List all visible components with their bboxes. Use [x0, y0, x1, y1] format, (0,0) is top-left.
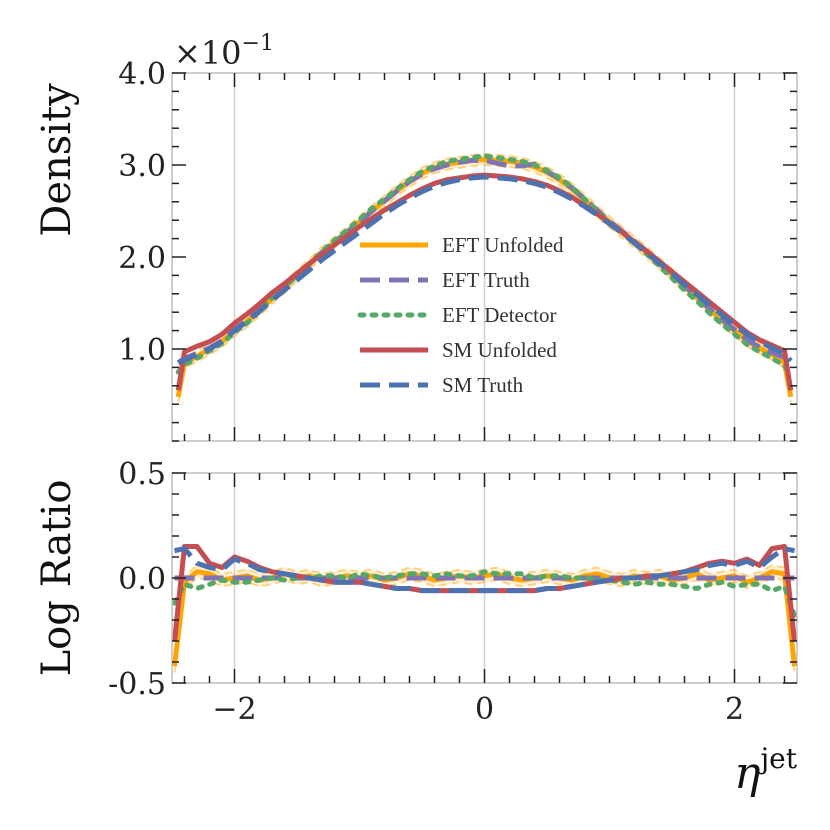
- x-axis-label-superscript: jet: [757, 742, 797, 775]
- legend: EFT Unfolded EFT Truth EFT Detector SM Unfo…: [357, 233, 564, 397]
- density-ytick-label: 4.0: [118, 57, 166, 92]
- x-tick-label: −2: [212, 692, 256, 727]
- log-ratio-band-lower: [173, 576, 796, 673]
- density-panel: 1.02.03.04.0 Density ×10−1 EFT UnfoldedE…: [34, 31, 798, 442]
- density-scale-label: ×10−1: [174, 31, 274, 72]
- x-tick-label: 2: [725, 692, 744, 727]
- density-series-sm-truth: [177, 174, 793, 366]
- density-ytick-label: 2.0: [118, 241, 166, 276]
- density-ytick-labels: 1.0 2.0 3.0 4.0: [118, 57, 166, 368]
- log-ratio-panel: 0.5 0.0 -0.5 −2 0 2 Log Ratio ηjet: [34, 457, 798, 799]
- log-ratio-series-eft-detector: [172, 569, 797, 619]
- log-ratio-xtick-labels: −2 0 2: [212, 692, 744, 727]
- x-axis-label-symbol: η: [734, 748, 760, 799]
- density-ticks: [172, 72, 797, 442]
- density-band-lower: [177, 163, 792, 403]
- legend-label-eft-detector: EFT Detector: [442, 303, 557, 327]
- density-ytick-label: 1.0: [118, 333, 166, 368]
- legend-label-sm-truth: SM Truth: [442, 373, 524, 397]
- log-ratio-ytick-labels: 0.5 0.0 -0.5: [108, 457, 166, 702]
- density-ylabel: Density: [34, 83, 80, 237]
- log-ratio-ticks: [172, 472, 797, 684]
- legend-label-eft-unfolded: EFT Unfolded: [442, 233, 564, 257]
- log-ratio-series-group: [172, 544, 797, 667]
- log-ratio-series-sm-truth: [173, 546, 796, 594]
- legend-label-sm-unfolded: SM Unfolded: [442, 338, 557, 362]
- x-axis-label: ηjet: [734, 742, 798, 799]
- log-ratio-ytick-label: 0.0: [118, 562, 166, 597]
- density-series-group: [175, 153, 794, 398]
- legend-label-eft-truth: EFT Truth: [442, 268, 530, 292]
- density-scale-exponent: −1: [242, 31, 274, 56]
- density-scale-base: ×10: [174, 34, 242, 72]
- density-ytick-label: 3.0: [118, 149, 166, 184]
- log-ratio-ylabel: Log Ratio: [34, 480, 80, 677]
- density-grid: [233, 73, 736, 441]
- x-tick-label: 0: [475, 692, 494, 727]
- log-ratio-ytick-label: -0.5: [108, 667, 166, 702]
- log-ratio-ytick-label: 0.5: [118, 457, 166, 492]
